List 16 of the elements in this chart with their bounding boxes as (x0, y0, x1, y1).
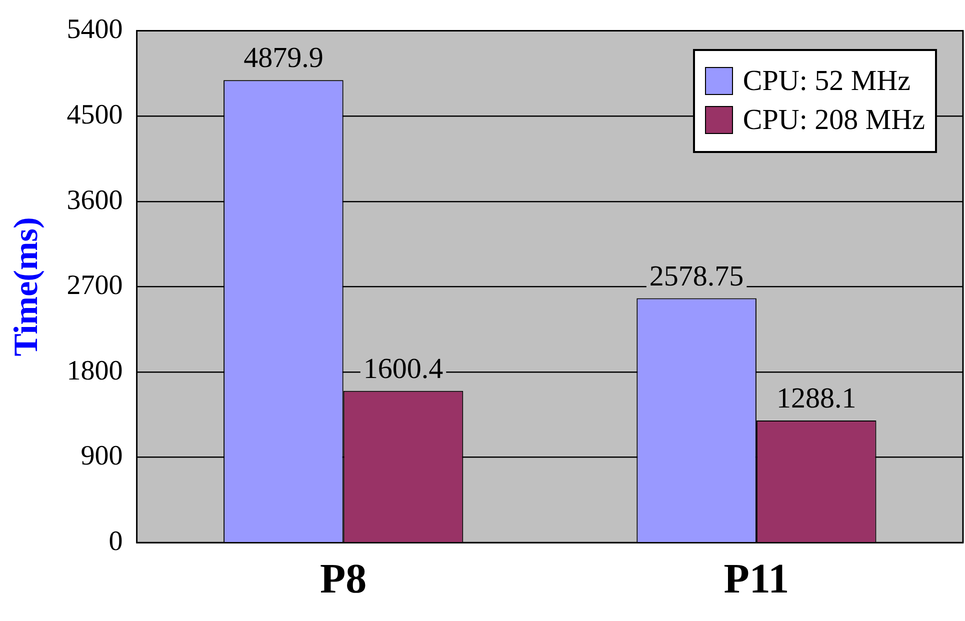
y-tick-label: 5400 (66, 14, 123, 46)
y-tick-label: 900 (80, 440, 123, 472)
data-label: 4879.9 (244, 42, 324, 74)
x-tick-label: P8 (320, 556, 367, 603)
y-tick-label: 0 (108, 526, 123, 557)
y-tick-label: 2700 (66, 270, 123, 302)
legend-label: CPU: 52 MHz (742, 64, 910, 98)
data-label: 1600.4 (363, 353, 444, 386)
y-axis-title: Time(ms) (8, 217, 46, 356)
y-tick-label: 4500 (66, 99, 123, 130)
x-tick-label: P11 (724, 556, 790, 603)
data-label: 1288.1 (776, 382, 856, 415)
data-label: 2578.75 (649, 260, 744, 292)
legend-label: CPU: 208 MHz (742, 104, 925, 137)
y-tick-label: 3600 (66, 184, 123, 216)
y-tick-label: 1800 (66, 355, 123, 386)
